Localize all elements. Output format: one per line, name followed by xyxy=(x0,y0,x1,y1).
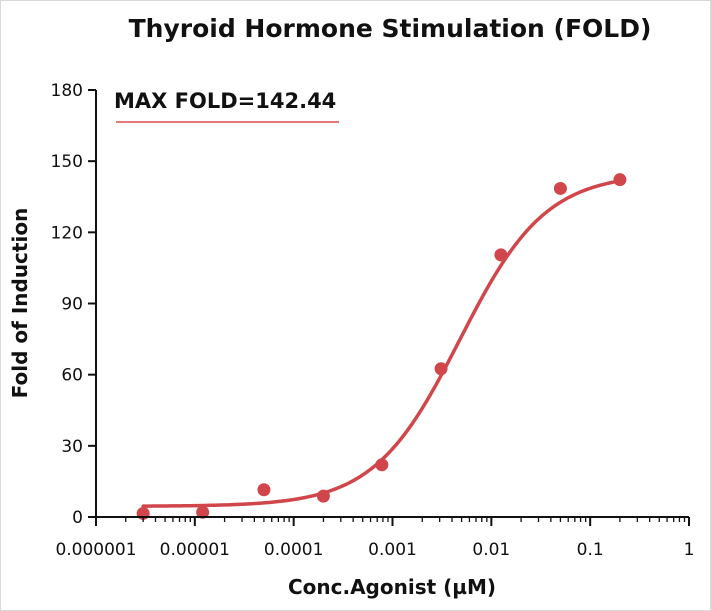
y-tick-label: 180 xyxy=(51,81,83,101)
data-point xyxy=(375,458,389,472)
x-tick-label: 0.000001 xyxy=(55,540,136,560)
chart-title: Thyroid Hormone Stimulation (FOLD) xyxy=(129,14,652,43)
data-point xyxy=(553,181,567,195)
y-tick-label: 150 xyxy=(51,152,83,172)
x-tick-label: 0.01 xyxy=(472,540,510,560)
y-axis-label: Fold of Induction xyxy=(8,208,32,399)
x-tick-label: 0.0001 xyxy=(264,540,323,560)
x-tick-label: 1 xyxy=(684,540,695,560)
y-tick-label: 120 xyxy=(51,223,83,243)
y-tick-label: 90 xyxy=(61,295,83,315)
data-point xyxy=(434,362,448,376)
x-axis-label: Conc.Agonist (µM) xyxy=(288,575,496,599)
data-point xyxy=(257,483,271,497)
data-points xyxy=(136,173,627,520)
x-tick-label: 0.001 xyxy=(368,540,417,560)
max-fold-annotation: MAX FOLD=142.44 xyxy=(114,89,336,113)
data-point xyxy=(196,505,210,519)
x-tick-label: 0.00001 xyxy=(160,540,230,560)
x-tick-label: 0.1 xyxy=(577,540,604,560)
data-point xyxy=(494,248,508,262)
y-tick-label: 30 xyxy=(61,437,83,457)
x-axis-ticks: 0.000001 0.00001 0.0001 0.001 0.01 0.1 1 xyxy=(55,517,694,560)
y-axis-ticks: 0 30 60 90 120 150 180 xyxy=(51,81,96,528)
y-tick-label: 60 xyxy=(61,366,83,386)
data-point xyxy=(316,489,330,503)
y-tick-label: 0 xyxy=(72,508,83,528)
data-point xyxy=(613,173,627,187)
fit-curve xyxy=(141,179,622,508)
